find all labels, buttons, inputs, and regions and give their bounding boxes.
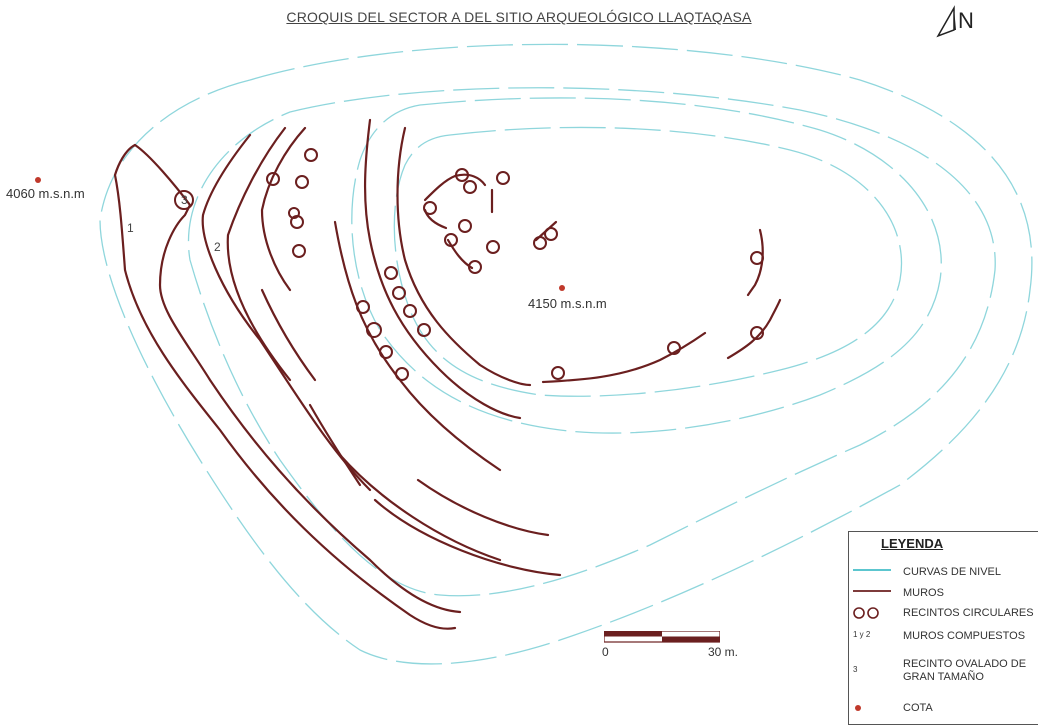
composite-symbol: 1 y 2	[853, 630, 871, 639]
circular-enclosures	[174, 148, 764, 381]
wall-5	[396, 126, 532, 387]
wall-8	[338, 453, 502, 562]
cota-label: 4060 m.s.n.m	[6, 186, 85, 201]
contour-middle	[187, 87, 996, 597]
wall-label: 2	[214, 240, 221, 254]
cota-marker	[35, 177, 41, 183]
north-label: N	[958, 8, 974, 33]
legend: LEYENDA CURVAS DE NIVEL MUROS RECINTOS C…	[848, 531, 1038, 725]
wall-label: 3	[181, 193, 188, 207]
wall-1	[133, 143, 462, 614]
contour-outer	[99, 43, 1033, 665]
wall-12	[726, 298, 782, 360]
circles-icon	[853, 607, 879, 619]
wall-13	[746, 228, 764, 297]
red-dot-icon	[855, 705, 861, 711]
contour-lines	[99, 43, 1033, 665]
wall-3	[260, 126, 307, 292]
wall-16	[446, 238, 474, 270]
wall-14	[423, 173, 487, 202]
cota-label: 4150 m.s.n.m	[528, 296, 607, 311]
contour-inner-1	[351, 97, 942, 434]
wall-10	[260, 288, 317, 382]
wall-2	[201, 133, 372, 492]
wall-2a	[226, 126, 292, 382]
contour-inner-2	[393, 126, 903, 397]
scale-start: 0	[602, 645, 609, 659]
brown-line-icon	[853, 590, 891, 592]
cyan-line-icon	[853, 569, 891, 571]
wall-label: 1	[127, 221, 134, 235]
wall-1-outer	[113, 143, 457, 630]
wall-4	[363, 118, 522, 420]
scale-end: 30 m.	[708, 645, 739, 659]
wall-7	[373, 498, 562, 577]
cota-marker	[559, 285, 565, 291]
wall-9	[308, 403, 362, 487]
wall-11	[541, 331, 707, 384]
wall-6	[416, 478, 550, 537]
legend-title: LEYENDA	[881, 536, 944, 551]
walls	[113, 118, 782, 630]
enclosure-large	[174, 190, 194, 210]
scale-bar	[604, 631, 720, 643]
oval-symbol: 3	[853, 665, 858, 674]
north-arrow-icon	[936, 5, 956, 38]
map-title: CROQUIS DEL SECTOR A DEL SITIO ARQUEOLÓG…	[286, 9, 752, 25]
